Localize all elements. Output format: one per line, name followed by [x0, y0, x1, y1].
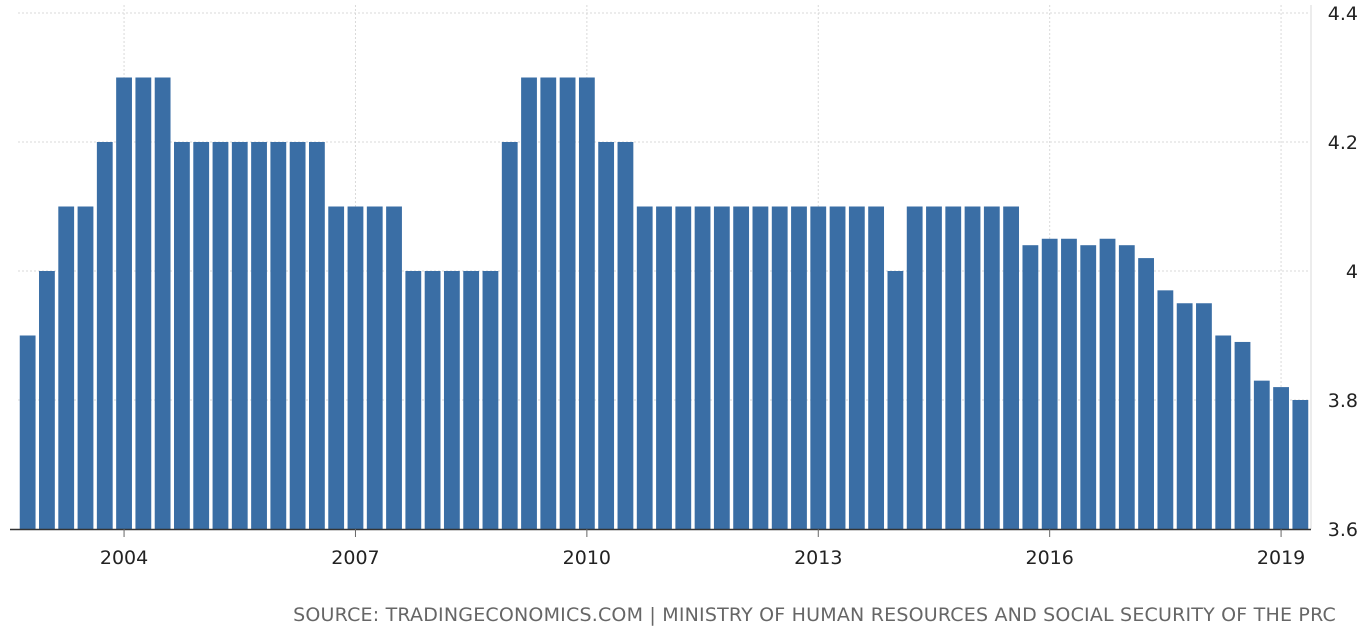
bar — [713, 206, 730, 529]
bar — [1273, 387, 1289, 529]
bar — [887, 271, 904, 529]
bar — [405, 271, 422, 529]
bar — [810, 206, 827, 529]
bar — [39, 271, 55, 529]
bar-series — [19, 77, 1309, 529]
bar — [482, 271, 499, 529]
bar — [270, 142, 287, 529]
bar — [231, 142, 248, 529]
bar — [501, 142, 518, 529]
bar — [983, 206, 1000, 529]
bar — [289, 142, 306, 529]
x-tick-label: 2013 — [794, 547, 842, 569]
bar-chart: 3.6 3.8 4 4.2 4.4 2004 2007 2010 2013 2016 2019 — [10, 3, 1358, 569]
bar — [386, 206, 402, 529]
bar — [1099, 238, 1116, 529]
bar — [926, 206, 942, 529]
bar — [251, 142, 267, 529]
source-attribution: SOURCE: TRADINGECONOMICS.COM | MINISTRY … — [293, 604, 1336, 626]
bar — [328, 206, 345, 529]
bar — [1080, 245, 1097, 529]
x-tick-label: 2007 — [331, 547, 379, 569]
y-tick-label: 3.6 — [1328, 519, 1358, 541]
bar — [1041, 238, 1058, 529]
y-tick-label: 3.8 — [1328, 390, 1358, 412]
bar — [212, 142, 229, 529]
bar — [193, 142, 210, 529]
bar — [945, 206, 962, 529]
bar — [733, 206, 750, 529]
bar — [636, 206, 653, 529]
bar — [443, 271, 460, 529]
bar — [1022, 245, 1039, 529]
y-tick-label: 4.2 — [1328, 132, 1358, 154]
bar — [1234, 341, 1251, 529]
bar — [752, 206, 769, 529]
bar — [1138, 258, 1154, 529]
bar — [540, 77, 557, 529]
bar — [675, 206, 692, 529]
bar — [771, 206, 788, 529]
bar — [1157, 290, 1174, 529]
y-axis-ticks: 3.6 3.8 4 4.2 4.4 — [1328, 3, 1358, 541]
bar — [116, 77, 132, 529]
bar — [1253, 380, 1270, 529]
bar — [366, 206, 383, 529]
bar — [848, 206, 865, 529]
bar — [154, 77, 171, 529]
x-tick-label: 2016 — [1025, 547, 1073, 569]
bar — [58, 206, 75, 529]
bar — [906, 206, 923, 529]
x-tick-label: 2019 — [1257, 547, 1305, 569]
bar — [578, 77, 595, 529]
bar — [347, 206, 364, 529]
bar — [1176, 303, 1193, 529]
bar — [1061, 238, 1077, 529]
bar — [96, 142, 113, 529]
bar — [308, 142, 325, 529]
y-tick-label: 4 — [1346, 261, 1358, 283]
y-tick-label: 4.4 — [1328, 3, 1358, 25]
bar — [77, 206, 94, 529]
bar — [1196, 303, 1212, 529]
bar — [1003, 206, 1020, 529]
bar — [1118, 245, 1135, 529]
bar — [559, 77, 576, 529]
bar — [656, 206, 672, 529]
bar — [791, 206, 807, 529]
bar — [617, 142, 634, 529]
bar — [964, 206, 981, 529]
bar — [135, 77, 152, 529]
x-axis-ticks: 2004 2007 2010 2013 2016 2019 — [100, 529, 1305, 569]
x-tick-label: 2010 — [563, 547, 611, 569]
bar — [174, 142, 190, 529]
bar — [521, 77, 537, 529]
bar — [463, 271, 480, 529]
x-tick-label: 2004 — [100, 547, 148, 569]
bar — [598, 142, 615, 529]
bar — [1292, 400, 1309, 529]
bar — [19, 335, 36, 529]
bar — [1215, 335, 1232, 529]
bar — [829, 206, 846, 529]
bar — [424, 271, 441, 529]
bar — [868, 206, 885, 529]
bar — [694, 206, 711, 529]
